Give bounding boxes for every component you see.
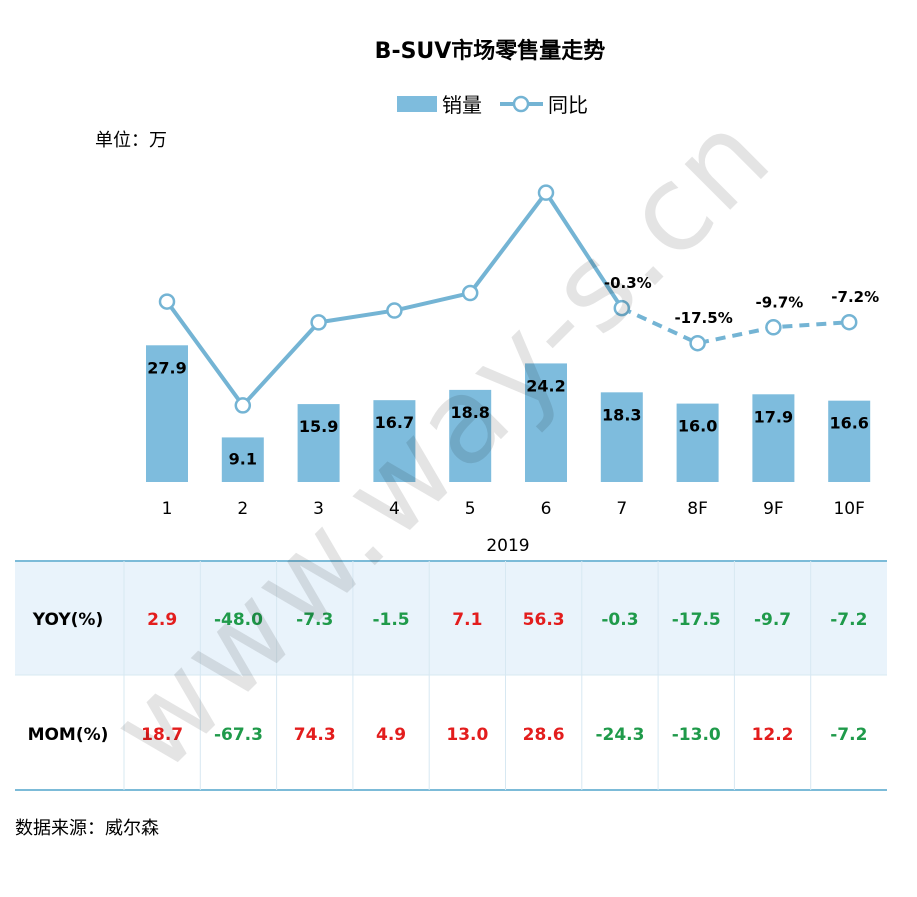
table-cell: 2.9	[147, 610, 177, 630]
legend-bar-label: 销量	[442, 93, 482, 117]
table-cell: -67.3	[214, 725, 263, 745]
table-cell: -48.0	[214, 610, 263, 630]
table-cell: -7.2	[830, 725, 867, 745]
bar-value-label: 18.3	[602, 405, 641, 424]
table-cell: -7.2	[830, 610, 867, 630]
yoy-point	[234, 397, 252, 414]
bar	[525, 363, 567, 482]
bar-value-label: 16.0	[678, 417, 717, 436]
chart-title: B-SUV市场零售量走势	[375, 38, 606, 64]
legend-line-marker	[512, 95, 530, 113]
bar	[221, 437, 264, 482]
yoy-point-label: -7.2%	[831, 288, 879, 306]
yoy-point	[613, 299, 631, 317]
bar	[600, 392, 643, 482]
x-tick-label: 8F	[687, 499, 708, 519]
x-axis-ticks: 1 2 3 4 5 6 7 8F 9F 10F	[162, 499, 865, 519]
yoy-point	[689, 334, 706, 352]
table-cell: 7.1	[452, 610, 482, 630]
table-cell: -0.3	[601, 610, 638, 630]
bar-value-label: 27.9	[147, 358, 186, 377]
x-tick-label: 10F	[833, 499, 864, 519]
unit-label: 单位：万	[95, 130, 167, 151]
bar-value-label: 9.1	[229, 449, 257, 468]
table-column-dividers	[123, 561, 812, 790]
legend: 销量 同比	[397, 93, 588, 117]
x-tick-label: 4	[389, 499, 400, 519]
bar	[752, 394, 795, 482]
data-table: YOY(%) MOM(%) 2.9 -48.0 -7.3 -1.5 7.1 56.3 -0.…	[15, 560, 887, 791]
table-row-bg-yoy	[15, 561, 887, 675]
yoy-point	[840, 313, 858, 331]
table-cell: 12.2	[752, 725, 794, 745]
x-tick-label: 5	[465, 499, 476, 519]
table-cell: -17.5	[672, 610, 721, 630]
yoy-point	[537, 184, 555, 201]
table-cell: 28.6	[523, 725, 565, 745]
bar	[449, 389, 492, 482]
table-cell: 4.9	[376, 725, 406, 745]
yoy-point-label: -9.7%	[755, 293, 803, 311]
bar	[146, 345, 188, 482]
x-tick-label: 9F	[763, 499, 784, 519]
yoy-point	[310, 314, 327, 331]
x-tick-label: 7	[616, 499, 627, 519]
yoy-point	[158, 293, 176, 310]
legend-bar-swatch	[397, 96, 437, 112]
year-label: 2019	[486, 536, 529, 556]
table-cell: -9.7	[754, 610, 791, 630]
bar	[828, 400, 871, 482]
bar	[373, 400, 416, 482]
bar-labels: 27.9 9.1 15.9 16.7 18.8 24.2 18.3 16.0 17.9 16.6	[147, 358, 869, 468]
bar	[297, 404, 340, 482]
bar-value-label: 24.2	[526, 376, 565, 395]
line-series	[158, 184, 858, 414]
table-cell: -13.0	[672, 725, 721, 745]
bar-value-label: 15.9	[299, 417, 338, 436]
line-labels: -0.3% -17.5% -9.7% -7.2%	[604, 274, 879, 327]
yoy-point	[386, 302, 403, 319]
table-cell: -7.3	[296, 610, 333, 630]
x-tick-label: 2	[237, 499, 248, 519]
row-header-mom: MOM(%)	[28, 725, 109, 745]
bar-series	[146, 345, 871, 482]
legend-line-label: 同比	[548, 93, 588, 117]
row-header-yoy: YOY(%)	[32, 610, 103, 630]
table-cell: 56.3	[523, 610, 565, 630]
table-cell: 18.7	[141, 725, 183, 745]
bar-value-label: 16.6	[829, 414, 868, 433]
bar	[676, 403, 719, 482]
bar-value-label: 17.9	[754, 407, 793, 426]
yoy-line-dashed	[620, 306, 850, 346]
yoy-point-label: -17.5%	[674, 309, 732, 327]
source-note: 数据来源：威尔森	[15, 818, 159, 839]
x-tick-label: 1	[162, 499, 173, 519]
table-cell: 74.3	[294, 725, 336, 745]
table-cells: 2.9 -48.0 -7.3 -1.5 7.1 56.3 -0.3 -17.5 -9.7 -7.2…	[141, 610, 867, 745]
yoy-point-label: -0.3%	[604, 274, 652, 292]
yoy-point	[461, 284, 479, 302]
bar-value-label: 16.7	[375, 413, 414, 432]
table-cell: -24.3	[595, 725, 644, 745]
table-cell: 13.0	[446, 725, 488, 745]
yoy-point	[765, 319, 782, 336]
bar-value-label: 18.8	[450, 403, 489, 422]
table-cell: -1.5	[372, 610, 409, 630]
x-tick-label: 6	[541, 499, 552, 519]
x-tick-label: 3	[313, 499, 324, 519]
